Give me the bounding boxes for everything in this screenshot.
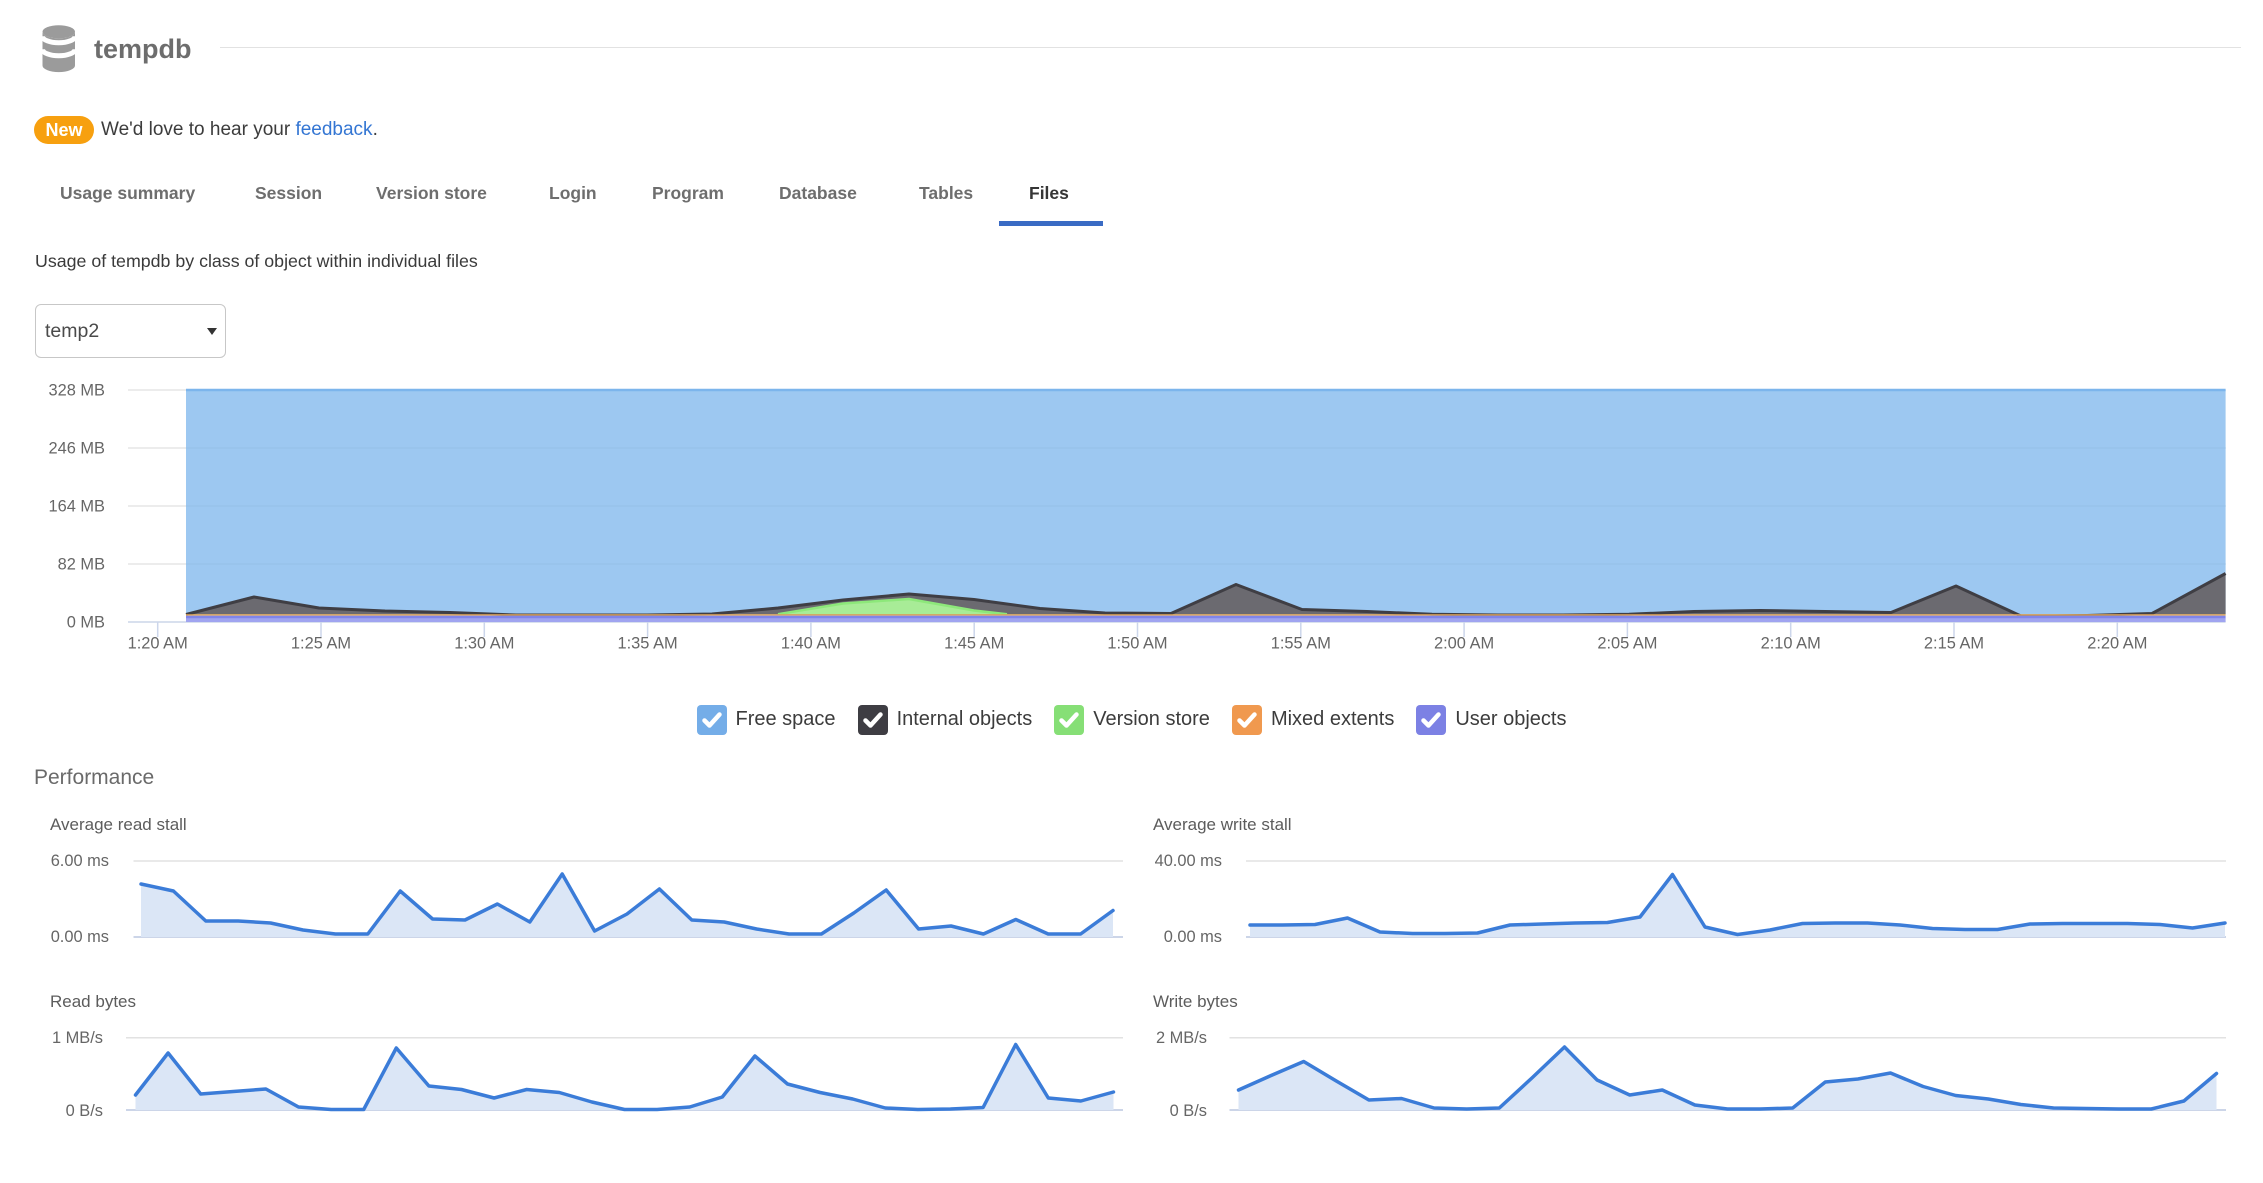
svg-text:2:10 AM: 2:10 AM [1761, 635, 1821, 653]
svg-text:1:55 AM: 1:55 AM [1271, 635, 1331, 653]
svg-text:2:20 AM: 2:20 AM [2087, 635, 2147, 653]
svg-text:164 MB: 164 MB [49, 498, 106, 516]
svg-text:1:30 AM: 1:30 AM [454, 635, 514, 653]
svg-text:1:40 AM: 1:40 AM [781, 635, 841, 653]
svg-text:1:50 AM: 1:50 AM [1107, 635, 1167, 653]
svg-text:2:05 AM: 2:05 AM [1597, 635, 1657, 653]
svg-text:246 MB: 246 MB [49, 440, 106, 458]
svg-text:0 MB: 0 MB [67, 614, 105, 632]
svg-text:328 MB: 328 MB [49, 382, 106, 400]
svg-text:2:00 AM: 2:00 AM [1434, 635, 1494, 653]
svg-text:1:20 AM: 1:20 AM [128, 635, 188, 653]
svg-text:1:35 AM: 1:35 AM [618, 635, 678, 653]
svg-text:2:15 AM: 2:15 AM [1924, 635, 1984, 653]
svg-text:1:25 AM: 1:25 AM [291, 635, 351, 653]
svg-text:82 MB: 82 MB [58, 556, 105, 574]
svg-text:1:45 AM: 1:45 AM [944, 635, 1004, 653]
